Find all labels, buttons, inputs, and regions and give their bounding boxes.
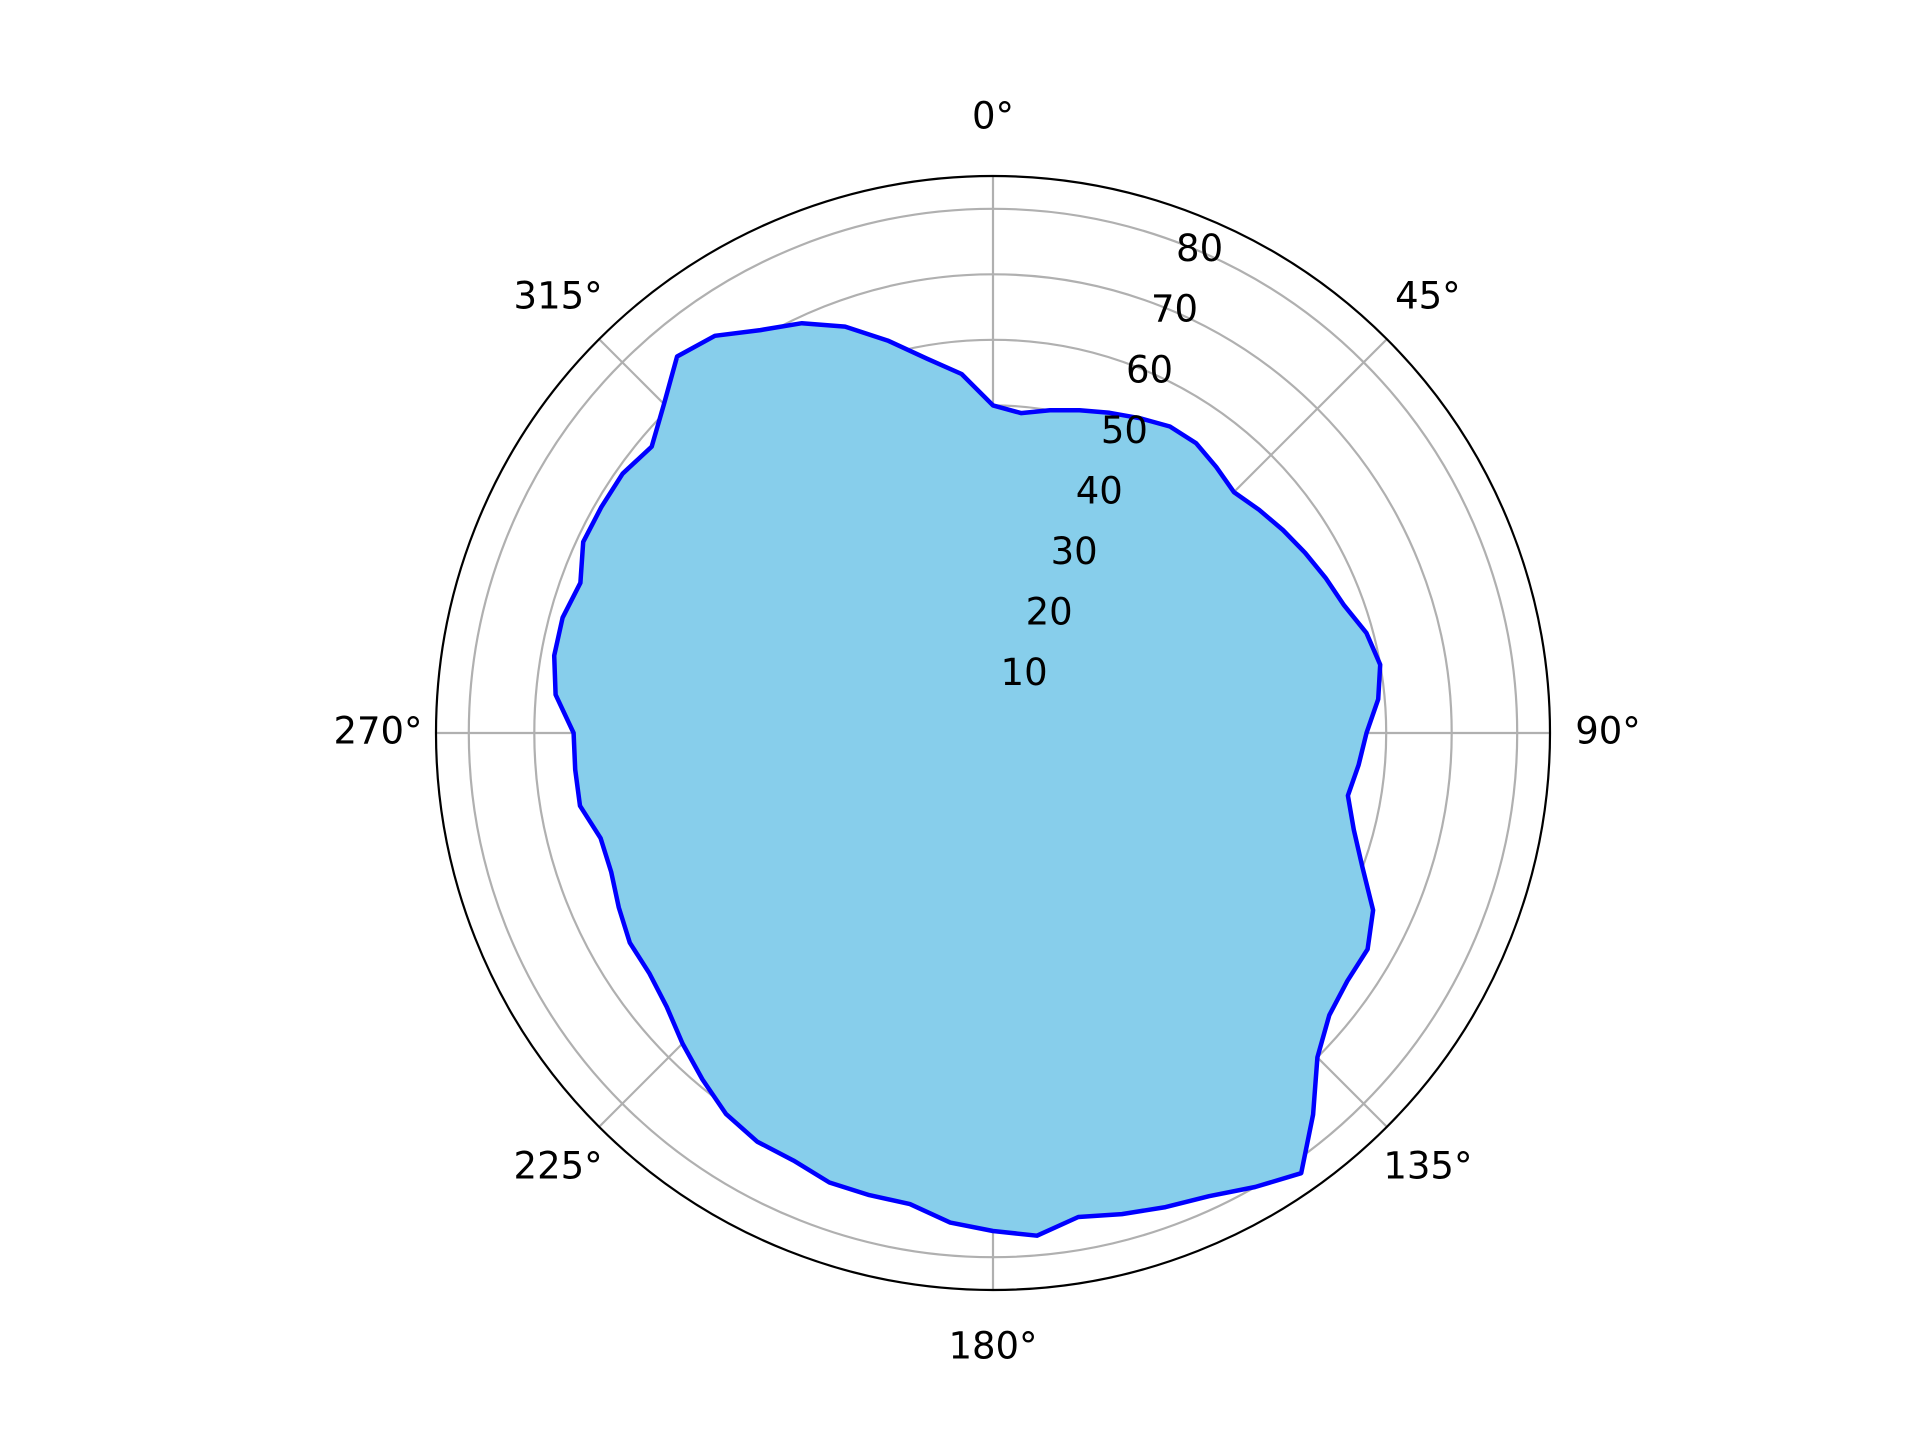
theta-tick-label: 270° (333, 710, 422, 753)
theta-tick-label: 45° (1395, 275, 1461, 318)
theta-tick-label: 180° (948, 1325, 1037, 1368)
polar-outer-frame (434, 174, 1552, 1292)
r-tick-label: 20 (1026, 590, 1073, 633)
angular-tick-labels: 0° 45° 90° 135° 180° 225° 270° 315° (333, 95, 1640, 1368)
theta-tick-label: 90° (1575, 710, 1641, 753)
radial-tick-labels: 10 20 30 40 50 60 70 80 (1001, 227, 1224, 694)
theta-tick-label: 0° (972, 95, 1014, 138)
r-tick-label: 70 (1151, 288, 1198, 331)
r-tick-label: 40 (1076, 469, 1123, 512)
r-tick-label: 10 (1001, 651, 1048, 694)
theta-tick-label: 225° (514, 1144, 603, 1187)
r-tick-label: 60 (1126, 348, 1173, 391)
r-tick-label: 50 (1101, 409, 1148, 452)
data-layer (551, 320, 1383, 1238)
theta-tick-label: 315° (514, 275, 603, 318)
series-outline (551, 320, 1383, 1238)
series-area-fill (554, 323, 1381, 1236)
r-tick-label: 30 (1051, 530, 1098, 573)
theta-tick-label: 135° (1383, 1144, 1472, 1187)
r-tick-label: 80 (1176, 227, 1223, 270)
polar-frame (434, 174, 1552, 1292)
